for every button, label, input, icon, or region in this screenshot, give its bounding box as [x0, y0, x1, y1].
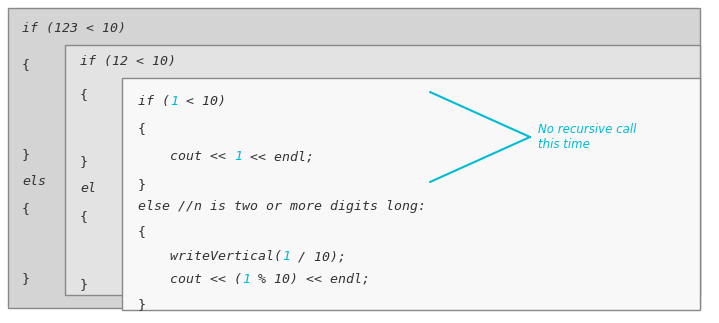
Text: if (12 < 10): if (12 < 10)	[80, 55, 176, 68]
Text: {: {	[80, 88, 88, 101]
Text: {: {	[80, 210, 88, 223]
Text: if (123 < 10): if (123 < 10)	[22, 22, 126, 35]
Text: No recursive call
this time: No recursive call this time	[538, 123, 636, 151]
Text: {: {	[138, 122, 146, 135]
Text: }: }	[22, 148, 30, 161]
Text: {: {	[138, 225, 146, 238]
Text: 1: 1	[234, 150, 242, 163]
Text: }: }	[138, 298, 146, 311]
Text: cout <<: cout <<	[138, 150, 234, 163]
Text: 1: 1	[170, 95, 178, 108]
Bar	[122, 78, 700, 310]
Text: els: els	[22, 175, 46, 188]
Text: }: }	[80, 155, 88, 168]
Text: << endl;: << endl;	[242, 150, 314, 163]
Text: el: el	[80, 182, 96, 195]
Text: 1: 1	[242, 273, 250, 286]
Text: if (: if (	[138, 95, 170, 108]
Text: / 10);: / 10);	[290, 250, 346, 263]
Text: {: {	[22, 202, 30, 215]
Text: }: }	[138, 178, 146, 191]
Text: writeVertical(: writeVertical(	[138, 250, 282, 263]
Text: }: }	[80, 278, 88, 291]
Text: else //n is two or more digits long:: else //n is two or more digits long:	[138, 200, 426, 213]
Bar	[65, 45, 700, 295]
Text: {: {	[22, 58, 30, 71]
Text: < 10): < 10)	[178, 95, 226, 108]
Text: 1: 1	[282, 250, 290, 263]
Text: % 10) << endl;: % 10) << endl;	[250, 273, 370, 286]
Text: }: }	[22, 272, 30, 285]
Text: cout << (: cout << (	[138, 273, 242, 286]
